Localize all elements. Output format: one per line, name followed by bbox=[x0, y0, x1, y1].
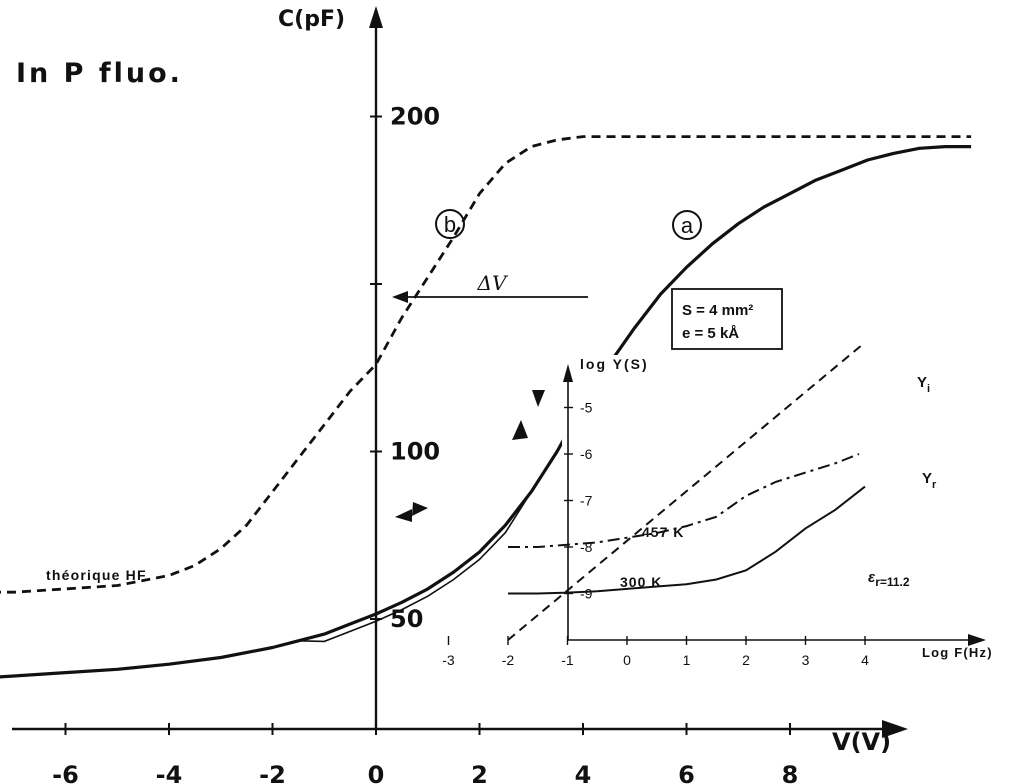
main-series bbox=[0, 135, 972, 679]
inset-ticks: -3 -2 -1 0 1 2 3 4 -5 -6 -7 -8 -9 bbox=[442, 400, 869, 669]
inset-y-tick-label: -6 bbox=[580, 446, 593, 462]
series-a-line bbox=[0, 145, 972, 679]
inset-x-tick-label: 0 bbox=[623, 652, 631, 668]
yr-label: Yr bbox=[922, 470, 937, 491]
series-b-line bbox=[0, 135, 972, 594]
epsilon-label: εr=11.2 bbox=[868, 569, 910, 589]
inset-background bbox=[562, 355, 992, 695]
x-tick-label: 8 bbox=[782, 761, 799, 784]
y-tick-label: 100 bbox=[390, 438, 440, 466]
curve-b-label: b bbox=[444, 212, 456, 237]
inset-series-line bbox=[508, 453, 860, 548]
inset-x-axis-title: Log F(Hz) bbox=[922, 645, 993, 660]
temp-300-label: 300 K bbox=[620, 574, 662, 590]
inset-series-line bbox=[508, 485, 866, 595]
x-tick-label: -2 bbox=[259, 761, 286, 784]
y-axis-title: C(pF) bbox=[278, 7, 345, 32]
sample-box-line-2: e = 5 kÅ bbox=[682, 325, 739, 342]
main-axes bbox=[12, 6, 908, 738]
sample-box-line-1: S = 4 mm² bbox=[682, 302, 753, 319]
inset-x-tick-label: -1 bbox=[561, 652, 574, 668]
delta-v-label: ΔV bbox=[477, 271, 509, 295]
inset-x-tick-label: -3 bbox=[442, 652, 455, 668]
inset-x-axis-arrow bbox=[968, 634, 986, 646]
y-axis-arrow bbox=[369, 6, 383, 28]
inset-x-tick-label: 4 bbox=[861, 652, 869, 668]
x-tick-label: 0 bbox=[368, 761, 385, 784]
inset-y-tick-label: -7 bbox=[580, 493, 593, 509]
temp-457-label: 457 K bbox=[642, 524, 684, 540]
inset-y-axis-arrow bbox=[563, 364, 573, 382]
curve-a-label: a bbox=[681, 213, 694, 238]
inset-y-tick-label: -8 bbox=[580, 539, 593, 555]
main-chart: In P fluo. -8 -6 -4 -2 0 2 4 6 8 50 100 200 C(pF) V… bbox=[0, 6, 972, 784]
x-axis-arrow bbox=[882, 720, 908, 738]
main-title: In P fluo. bbox=[16, 58, 183, 89]
sample-box: S = 4 mm² e = 5 kÅ bbox=[671, 288, 783, 350]
inset-y-tick-label: -5 bbox=[580, 400, 593, 416]
inset-series-line bbox=[507, 341, 866, 641]
sweep-arrow-right-upper bbox=[395, 509, 412, 522]
curve-a-marker: a bbox=[672, 210, 702, 240]
y-tick-label: 200 bbox=[390, 103, 440, 131]
inset-x-tick-label: -2 bbox=[502, 652, 515, 668]
inset-chart: -3 -2 -1 0 1 2 3 4 -5 -6 -7 -8 -9 log Y(S) Log F(Hz)… bbox=[442, 341, 993, 695]
x-axis-title: V(V) bbox=[832, 728, 891, 756]
sweep-arrows bbox=[395, 390, 545, 522]
sweep-arrow-up bbox=[512, 420, 528, 440]
curve-b-marker: b bbox=[435, 209, 465, 239]
inset-axes bbox=[563, 364, 986, 646]
inset-y-tick-label: -9 bbox=[580, 586, 593, 602]
x-tick-label: 2 bbox=[471, 761, 488, 784]
x-tick-label: -4 bbox=[156, 761, 183, 784]
theory-label: théorique HF bbox=[46, 567, 147, 583]
x-tick-label: 4 bbox=[575, 761, 592, 784]
inset-x-tick-label: 2 bbox=[742, 652, 750, 668]
yi-label: Yi bbox=[917, 374, 930, 395]
x-tick-label: -6 bbox=[52, 761, 79, 784]
sweep-arrow-right-lower bbox=[412, 502, 428, 516]
main-ticks: -8 -6 -4 -2 0 2 4 6 8 50 100 200 bbox=[52, 103, 799, 784]
sweep-arrow-down bbox=[532, 390, 545, 407]
x-tick-label: 6 bbox=[678, 761, 695, 784]
inset-x-tick-label: 1 bbox=[683, 652, 691, 668]
inset-y-axis-title: log Y(S) bbox=[580, 356, 649, 372]
y-tick-label: 50 bbox=[390, 605, 423, 633]
inset-series bbox=[507, 341, 866, 641]
inset-x-tick-label: 3 bbox=[802, 652, 810, 668]
series-a-return-branch bbox=[298, 491, 532, 643]
delta-v-arrow: ΔV bbox=[392, 271, 588, 303]
